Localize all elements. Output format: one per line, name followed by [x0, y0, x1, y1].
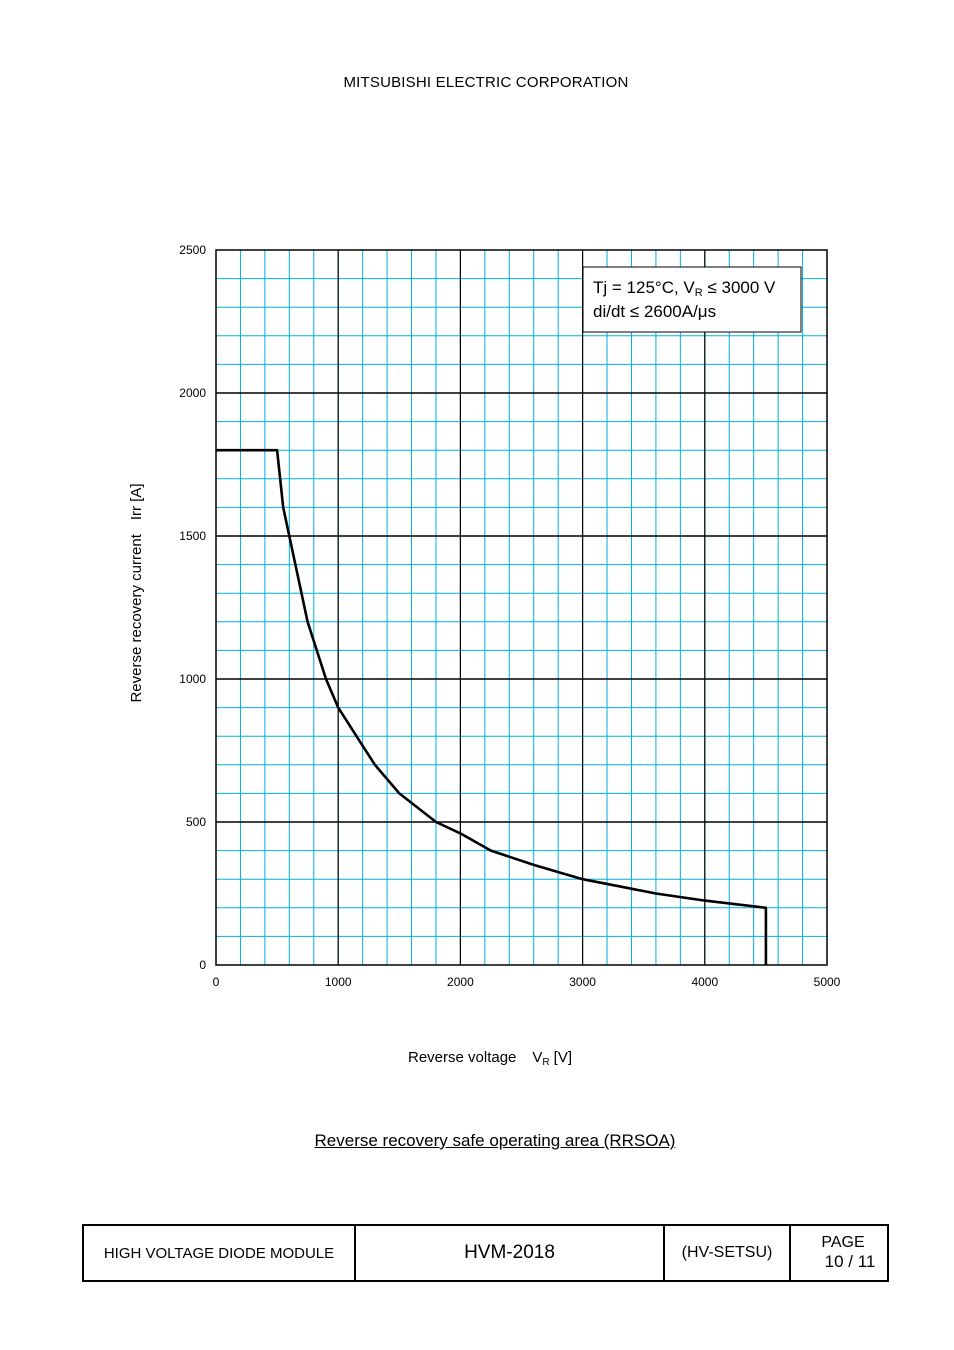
- footer-table: HIGH VOLTAGE DIODE MODULE HVM-2018 (HV-S…: [82, 1224, 889, 1282]
- plot-frame: [215, 249, 828, 966]
- legend-line1-sub: R: [695, 287, 703, 299]
- y-tick-label: 1500: [179, 529, 206, 543]
- chart-caption: Reverse recovery safe operating area (RR…: [314, 1131, 676, 1150]
- footer-page: PAGE 10 / 11: [791, 1226, 887, 1280]
- y-tick-label: 0: [199, 958, 206, 972]
- x-axis-label: Reverse voltage VR [V]: [408, 1049, 572, 1068]
- legend-line2: di/dt ≤ 2600A/μs: [593, 302, 716, 321]
- page-label: PAGE: [821, 1234, 865, 1251]
- x-tick-label: 2000: [447, 975, 474, 989]
- legend-box: Tj = 125°C, VR ≤ 3000 V di/dt ≤ 2600A/μs: [582, 266, 802, 333]
- x-tick-label: 5000: [814, 975, 841, 989]
- major-grid: [216, 250, 827, 965]
- y-tick-label: 1000: [179, 672, 206, 686]
- page-number: 10 / 11: [824, 1252, 876, 1271]
- y-axis-label: Reverse recovery current Irr [A]: [128, 483, 145, 702]
- x-axis-label-text: Reverse voltage: [408, 1049, 516, 1066]
- footer-product: HIGH VOLTAGE DIODE MODULE: [84, 1226, 356, 1280]
- x-axis-label-sub: R: [542, 1057, 549, 1068]
- y-tick-label: 2500: [179, 243, 206, 257]
- x-tick-label: 0: [213, 975, 220, 989]
- x-tick-label: 3000: [569, 975, 596, 989]
- rrsoa-chart: 0 1000 2000 3000 4000 5000 0 500 1000 1500 2000 25…: [128, 243, 841, 1068]
- footer-code: (HV-SETSU): [665, 1226, 791, 1280]
- legend-line1-prefix: Tj = 125°C, V: [593, 278, 695, 297]
- legend-line1-suffix: ≤ 3000 V: [703, 278, 776, 297]
- y-tick-label: 2000: [179, 386, 206, 400]
- y-tick-label: 500: [186, 815, 206, 829]
- x-axis-label-symbol: V: [532, 1049, 542, 1066]
- y-axis-label-symbol: Irr [A]: [128, 483, 145, 520]
- x-axis-label-unit: [V]: [554, 1049, 572, 1066]
- footer-model: HVM-2018: [356, 1226, 665, 1280]
- y-axis-label-text: Reverse recovery current: [128, 533, 145, 702]
- minor-grid: [216, 250, 827, 965]
- rrsoa-curve: [216, 448, 768, 965]
- x-tick-label: 4000: [691, 975, 718, 989]
- company-name: MITSUBISHI ELECTRIC CORPORATION: [343, 74, 629, 91]
- x-tick-label: 1000: [325, 975, 352, 989]
- svg-text:Tj = 125°C, VR ≤ 3000 V: Tj = 125°C, VR ≤ 3000 V: [593, 278, 776, 299]
- y-tick-labels: 0 500 1000 1500 2000 2500: [179, 243, 206, 972]
- x-tick-labels: 0 1000 2000 3000 4000 5000: [213, 975, 841, 989]
